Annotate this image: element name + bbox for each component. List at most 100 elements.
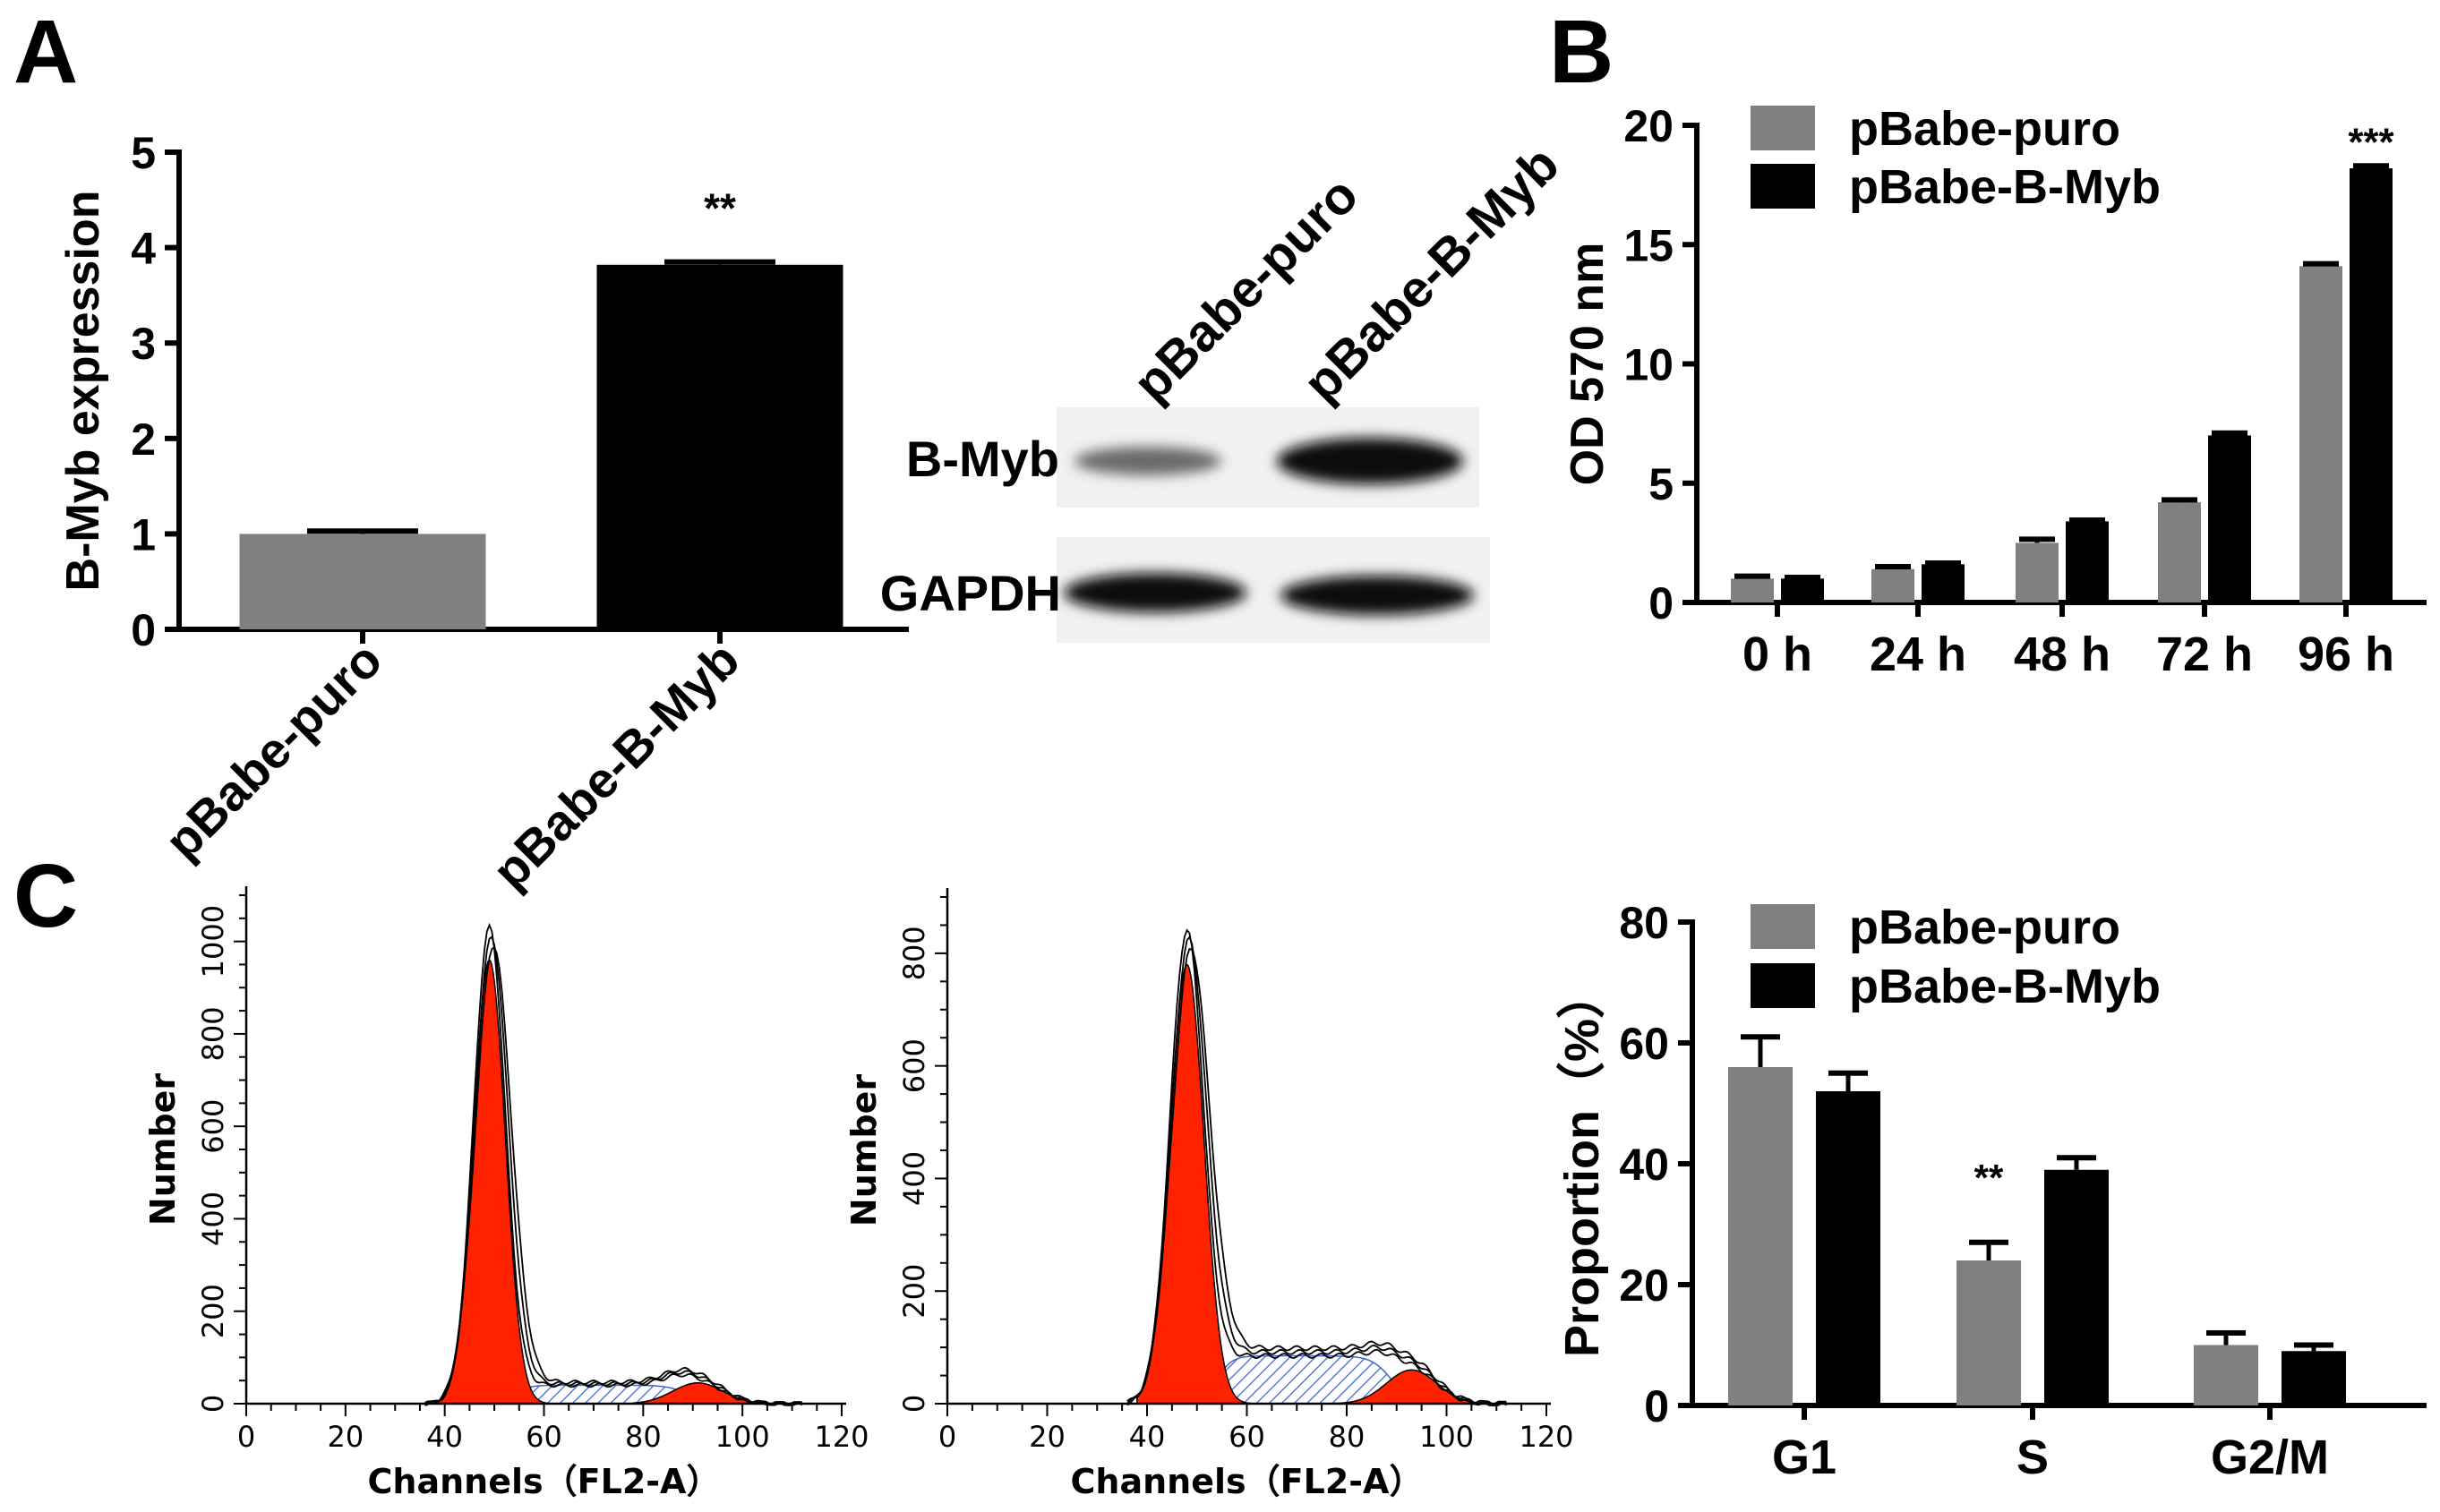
y-tick-label: 0 (1648, 578, 1674, 628)
bar (1816, 1091, 1880, 1405)
histogram-envelope-line (1126, 935, 1507, 1407)
bar (1871, 568, 1914, 602)
x-tick-label: 0 h (1742, 628, 1812, 681)
bar (2158, 502, 2201, 602)
y-tick-label: 20 (1623, 101, 1674, 151)
x-tick-label: 40 (426, 1420, 463, 1454)
legend-swatch (1751, 963, 1815, 1008)
x-tick-label: 72 h (2156, 628, 2253, 681)
y-tick-label: 0 (1644, 1381, 1669, 1431)
significance-marker: ** (1974, 1157, 2004, 1199)
bar (2282, 1351, 2346, 1405)
bar (1956, 1260, 2021, 1405)
y-axis-label: B-Myb expression (57, 191, 109, 592)
y-tick-label: 0 (897, 1395, 931, 1413)
y-tick-label: 1000 (196, 905, 230, 978)
x-tick-label: 0 (237, 1420, 255, 1454)
blot-row-label-bmyb: B-Myb (906, 431, 1059, 487)
x-tick-label: 120 (1519, 1420, 1573, 1454)
x-tick-label: G2/M (2211, 1431, 2329, 1484)
y-tick-label: 20 (1619, 1260, 1669, 1311)
bar (239, 534, 486, 629)
x-tick-label: pBabe-B-Myb (482, 631, 750, 900)
y-tick-label: 400 (196, 1192, 230, 1246)
flow-histogram-puro: 0 20 40 60 80 100 120 0 200 400 600 800 1000 Channels… (143, 886, 869, 1501)
x-tick-label: 80 (1329, 1420, 1366, 1454)
histogram-envelope-line (424, 922, 802, 1406)
bar (2194, 1345, 2258, 1405)
y-tick-label: 600 (196, 1099, 230, 1154)
x-tick-label: pBabe-puro (154, 631, 393, 870)
bar (2208, 435, 2251, 602)
y-tick-label: 5 (1648, 459, 1674, 509)
bar (2016, 542, 2059, 602)
x-tick-label: 0 (938, 1420, 956, 1454)
legend-label: pBabe-puro (1849, 901, 2120, 954)
histogram-envelope-line (424, 946, 803, 1406)
g1-peak-area (1136, 963, 1258, 1405)
y-tick-label: 15 (1623, 220, 1674, 270)
x-tick-label: 48 h (2014, 628, 2110, 681)
bar (2350, 167, 2393, 602)
y-tick-label: 200 (196, 1284, 230, 1338)
flow-histogram-bmyb: 0 20 40 60 80 100 120 0 200 400 600 800 Channels（FL2… (844, 888, 1574, 1501)
histogram-envelope-line (1126, 947, 1507, 1406)
significance-marker: ** (704, 185, 736, 232)
y-tick-label: 0 (131, 605, 156, 655)
x-tick-label: 24 h (1870, 628, 1966, 681)
legend-swatch (1751, 164, 1815, 209)
y-tick-label: 4 (131, 224, 156, 274)
bar (2044, 1169, 2109, 1405)
panel-label-a: A (13, 2, 78, 102)
y-tick-label: 60 (1619, 1019, 1669, 1069)
legend-swatch (1751, 904, 1815, 949)
x-tick-label: 20 (1029, 1420, 1066, 1454)
y-axis-label: OD 570 nm (1562, 243, 1614, 486)
legend-label: pBabe-B-Myb (1849, 160, 2161, 214)
g1-peak-area (433, 959, 555, 1405)
x-tick-label: 60 (1229, 1420, 1265, 1454)
y-tick-label: 80 (1619, 898, 1669, 948)
x-tick-label: 100 (715, 1420, 770, 1454)
bar (2299, 266, 2342, 602)
y-tick-label: 600 (897, 1038, 931, 1093)
legend-label: pBabe-B-Myb (1849, 960, 2161, 1013)
y-tick-label: 0 (196, 1395, 230, 1413)
x-tick-label: 100 (1419, 1420, 1474, 1454)
y-tick-label: 2 (131, 414, 156, 465)
y-tick-label: 3 (131, 319, 156, 369)
expression-bar-chart: 0 1 2 3 4 5 B-Myb expression pBabe-puro pBabe-B-… (57, 128, 909, 900)
y-axis-label: Number (143, 1073, 183, 1226)
x-tick-label: G1 (1772, 1431, 1836, 1484)
x-tick-label: 20 (327, 1420, 364, 1454)
legend-label: pBabe-puro (1849, 102, 2120, 156)
panel-label-b: B (1549, 2, 1614, 102)
y-tick-label: 5 (131, 128, 156, 178)
bar (1731, 578, 1774, 602)
x-tick-label: 96 h (2298, 628, 2394, 681)
y-axis-label: Proportion（%） (1555, 970, 1609, 1357)
significance-marker: *** (2348, 120, 2394, 164)
x-tick-label: 40 (1129, 1420, 1166, 1454)
y-tick-label: 200 (897, 1264, 931, 1319)
y-tick-label: 10 (1623, 340, 1674, 390)
y-tick-label: 800 (897, 926, 931, 980)
blot-band-bmyb-puro (1074, 447, 1221, 475)
x-tick-label: S (2016, 1431, 2049, 1484)
bar (1728, 1067, 1793, 1405)
y-axis-label: Number (844, 1074, 884, 1226)
legend-swatch (1751, 106, 1815, 150)
x-axis-label: Channels（FL2-A） (1071, 1462, 1424, 1501)
histogram-envelope-line (424, 935, 803, 1406)
blot-band-gapdh-bmyb (1280, 576, 1474, 615)
western-blot: pBabe-puro pBabe-B-Myb B-Myb GAPDH (880, 135, 1570, 643)
y-tick-label: 800 (196, 1006, 230, 1061)
blot-row-label-gapdh: GAPDH (880, 565, 1061, 621)
x-tick-label: 120 (814, 1420, 869, 1454)
x-axis-label: Channels（FL2-A） (368, 1462, 721, 1501)
bar (596, 264, 843, 629)
y-tick-label: 400 (897, 1151, 931, 1206)
panel-label-c: C (13, 846, 78, 946)
